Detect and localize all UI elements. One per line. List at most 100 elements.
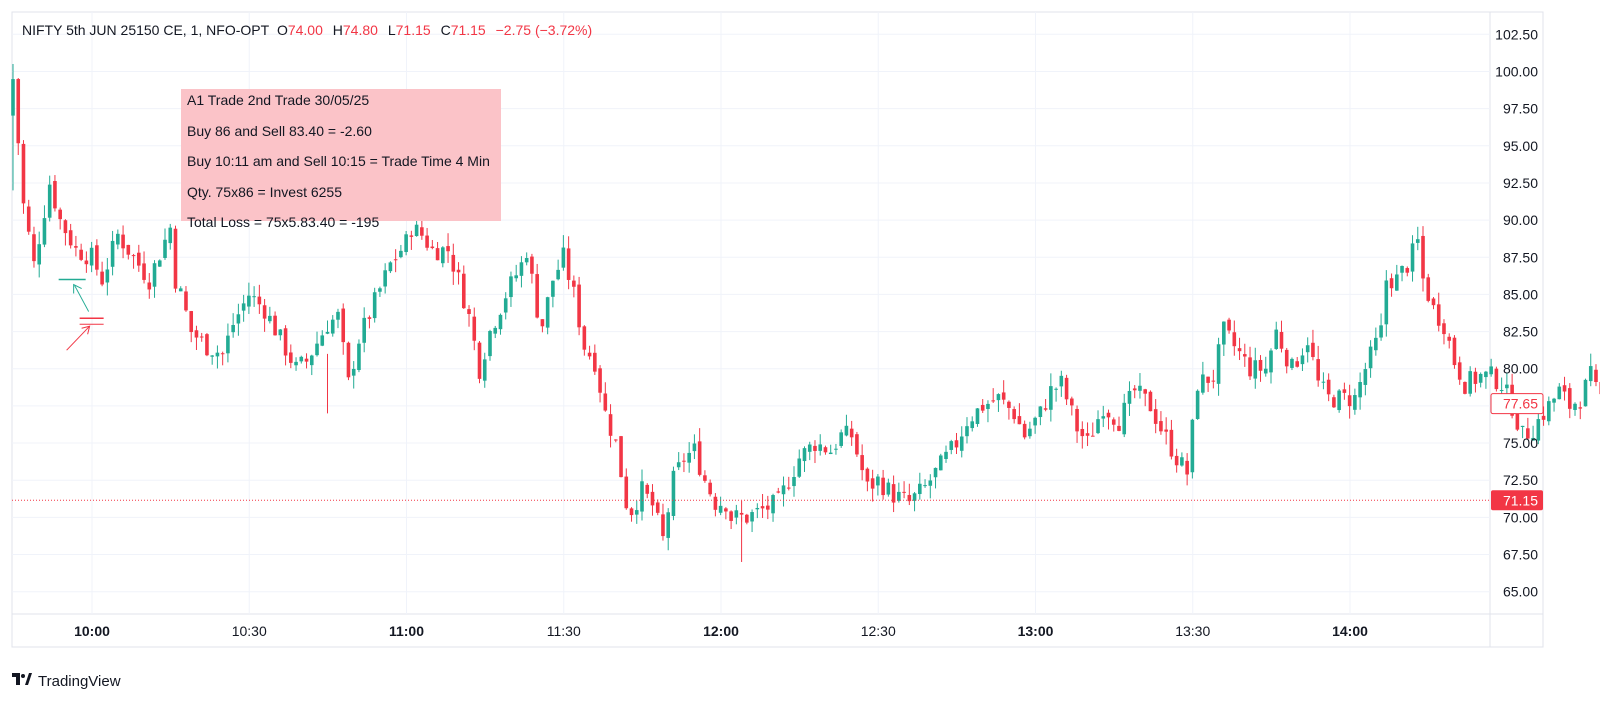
candle-body	[37, 244, 42, 265]
candle-body	[1227, 319, 1231, 331]
candle-body	[63, 220, 68, 234]
candle-body	[1326, 379, 1331, 395]
candle-body	[1284, 349, 1289, 367]
candle-body	[1206, 376, 1210, 383]
y-tick-label: 85.00	[1503, 286, 1538, 302]
candle-body	[1594, 369, 1598, 383]
candle-body	[1059, 375, 1064, 387]
x-tick-label: 10:00	[74, 623, 110, 639]
candle-body	[451, 254, 456, 272]
footer-brand[interactable]: TradingView	[12, 672, 121, 690]
candle-body	[184, 291, 188, 311]
candle-body	[703, 475, 707, 481]
candle-body	[1028, 428, 1032, 437]
candle-body	[1190, 419, 1195, 473]
candle-body	[1085, 433, 1090, 436]
sell-arrow-head-icon	[81, 325, 91, 335]
candle-body	[1578, 407, 1583, 409]
open-label: O	[276, 22, 288, 38]
candle-body	[844, 425, 849, 436]
candle-body	[289, 352, 293, 363]
candle-body	[383, 270, 387, 287]
candle-body	[414, 224, 419, 237]
candle-body	[79, 249, 83, 260]
y-tick-label: 72.50	[1503, 472, 1538, 488]
candle-body	[1017, 416, 1022, 425]
candle-body	[1106, 412, 1111, 418]
candle-body	[467, 309, 471, 315]
candle-body	[918, 483, 922, 495]
candle-body	[1494, 368, 1499, 390]
candle-body	[687, 452, 691, 463]
candle-body	[53, 181, 57, 209]
candle-body	[199, 336, 204, 338]
candles	[11, 64, 1600, 562]
candle-body	[1463, 381, 1467, 394]
candle-body	[870, 478, 875, 489]
candle-body	[949, 441, 954, 450]
candle-body	[441, 247, 445, 264]
candle-body	[1159, 421, 1163, 432]
candle-body	[1153, 409, 1158, 424]
candle-body	[938, 455, 943, 471]
trade-note[interactable]: A1 Trade 2nd Trade 30/05/25 Buy 86 and S…	[181, 89, 501, 230]
candle-body	[1332, 397, 1336, 408]
y-tick-label: 102.50	[1495, 26, 1538, 42]
close-label: C	[440, 22, 451, 38]
candle-body	[1174, 455, 1179, 466]
candle-body	[16, 79, 21, 144]
candle-body	[786, 487, 791, 489]
candle-body	[849, 428, 854, 438]
candle-body	[47, 184, 52, 218]
y-tick-label: 75.00	[1503, 435, 1538, 451]
candle-body	[1127, 390, 1132, 404]
candle-body	[95, 245, 99, 270]
candle-body	[771, 495, 775, 514]
candle-body	[1201, 374, 1205, 393]
candle-body	[954, 440, 959, 448]
candle-body	[1049, 386, 1053, 410]
last-price-badge	[1491, 490, 1543, 511]
candle-body	[650, 491, 655, 506]
candle-body	[100, 271, 104, 285]
note-line: Qty. 75x86 = Invest 6255	[187, 183, 343, 200]
candle-body	[514, 275, 518, 279]
candle-body	[923, 485, 927, 487]
candle-body	[818, 444, 823, 451]
candle-body	[535, 274, 539, 318]
candle-body	[1520, 425, 1525, 427]
candle-body	[1484, 371, 1488, 378]
candle-body	[1258, 359, 1263, 371]
note-line: Buy 86 and Sell 83.40 = -2.60	[187, 122, 372, 139]
candle-body	[640, 481, 644, 512]
candle-body	[26, 206, 31, 232]
candle-body	[776, 491, 781, 493]
candle-body	[461, 273, 466, 309]
candle-body	[1117, 425, 1121, 431]
candle-body	[42, 218, 47, 245]
chart-frame	[11, 11, 1544, 648]
candle-body	[1070, 398, 1074, 406]
candle-body	[493, 327, 498, 334]
x-tick-label: 11:00	[389, 623, 424, 639]
candle-body	[975, 408, 980, 424]
candle-body	[1111, 419, 1116, 425]
candle-body	[802, 448, 807, 462]
y-tick-label: 70.00	[1503, 509, 1538, 525]
candle-body	[1468, 371, 1472, 394]
candle-body	[372, 292, 377, 319]
candle-body	[482, 359, 487, 381]
candle-body	[655, 502, 660, 513]
candle-body	[299, 356, 304, 362]
candle-body	[509, 276, 513, 298]
open-value: 74.00	[287, 22, 323, 38]
y-tick-label: 95.00	[1503, 138, 1538, 154]
candle-body	[1033, 417, 1037, 426]
candle-body	[1169, 429, 1174, 457]
candle-body	[142, 263, 146, 280]
candle-body	[231, 325, 235, 333]
candle-body	[247, 295, 251, 307]
candle-body	[215, 352, 220, 357]
candle-body	[304, 358, 309, 362]
candle-body	[750, 512, 754, 522]
